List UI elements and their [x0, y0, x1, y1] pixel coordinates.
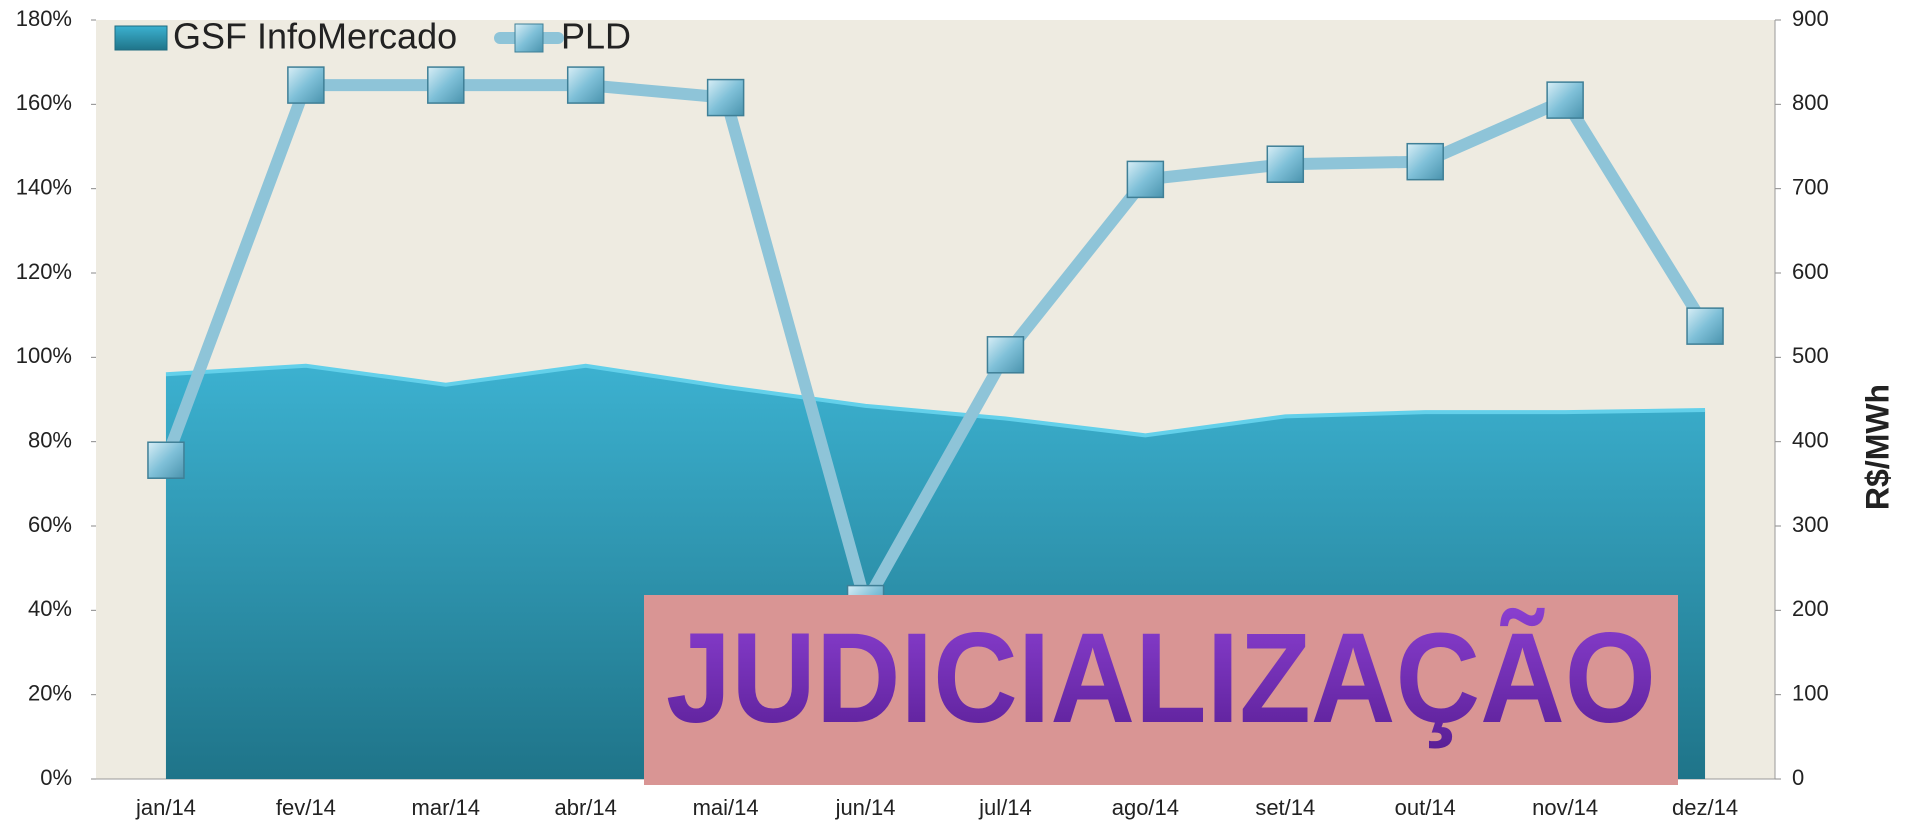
marker [287, 66, 325, 104]
y2-tick-label: 400 [1792, 427, 1829, 452]
y2-tick-label: 0 [1792, 765, 1804, 790]
x-tick-label: ago/14 [1112, 795, 1179, 820]
marker [986, 336, 1025, 374]
banner [644, 595, 1678, 785]
y-tick-label: 0% [40, 765, 72, 790]
x-tick-label: mar/14 [412, 795, 480, 820]
legend-marker [514, 23, 544, 53]
y2-tick-label: 200 [1792, 596, 1829, 621]
marker [1546, 81, 1584, 119]
y2-tick-label: 300 [1792, 512, 1829, 537]
marker [1126, 160, 1165, 199]
area-edge [165, 363, 1706, 438]
line [160, 79, 1711, 610]
x-tick-label: mai/14 [693, 795, 759, 820]
y-tick-label: 180% [16, 6, 72, 31]
marker [1406, 142, 1444, 181]
legend-label: GSF InfoMercado [173, 16, 457, 57]
marker [1266, 145, 1305, 183]
x-tick-label: set/14 [1255, 795, 1315, 820]
x-tick-label: jan/14 [135, 795, 196, 820]
y2-tick-label: 900 [1792, 6, 1829, 31]
marker [706, 78, 745, 117]
y-tick-label: 120% [16, 259, 72, 284]
y2-tick-label: 600 [1792, 259, 1829, 284]
y2-tick-label: 700 [1792, 174, 1829, 199]
banner-text: JUDICIALIZAÇÃO [666, 607, 1656, 750]
y-tick-label: 60% [28, 512, 72, 537]
y-tick-label: 80% [28, 427, 72, 452]
y-tick-label: 40% [28, 596, 72, 621]
legend-swatch [114, 25, 168, 51]
y-tick-label: 20% [28, 680, 72, 705]
y2-tick-label: 100 [1792, 680, 1829, 705]
y2-tick-label: 500 [1792, 343, 1829, 368]
marker [427, 66, 465, 104]
x-tick-label: out/14 [1395, 795, 1456, 820]
y2-axis-title: R$/MWh [1859, 384, 1895, 510]
marker [147, 441, 185, 479]
y-tick-label: 100% [16, 343, 72, 368]
marker [1686, 307, 1724, 345]
legend-label: PLD [561, 16, 631, 57]
x-tick-label: abr/14 [555, 795, 617, 820]
x-tick-label: jun/14 [835, 795, 896, 820]
marker [566, 66, 605, 104]
y-tick-label: 160% [16, 90, 72, 115]
x-tick-label: jul/14 [978, 795, 1032, 820]
y-tick-label: 140% [16, 174, 72, 199]
x-tick-label: nov/14 [1532, 795, 1598, 820]
x-tick-label: fev/14 [276, 795, 336, 820]
x-tick-label: dez/14 [1672, 795, 1738, 820]
y2-tick-label: 800 [1792, 90, 1829, 115]
